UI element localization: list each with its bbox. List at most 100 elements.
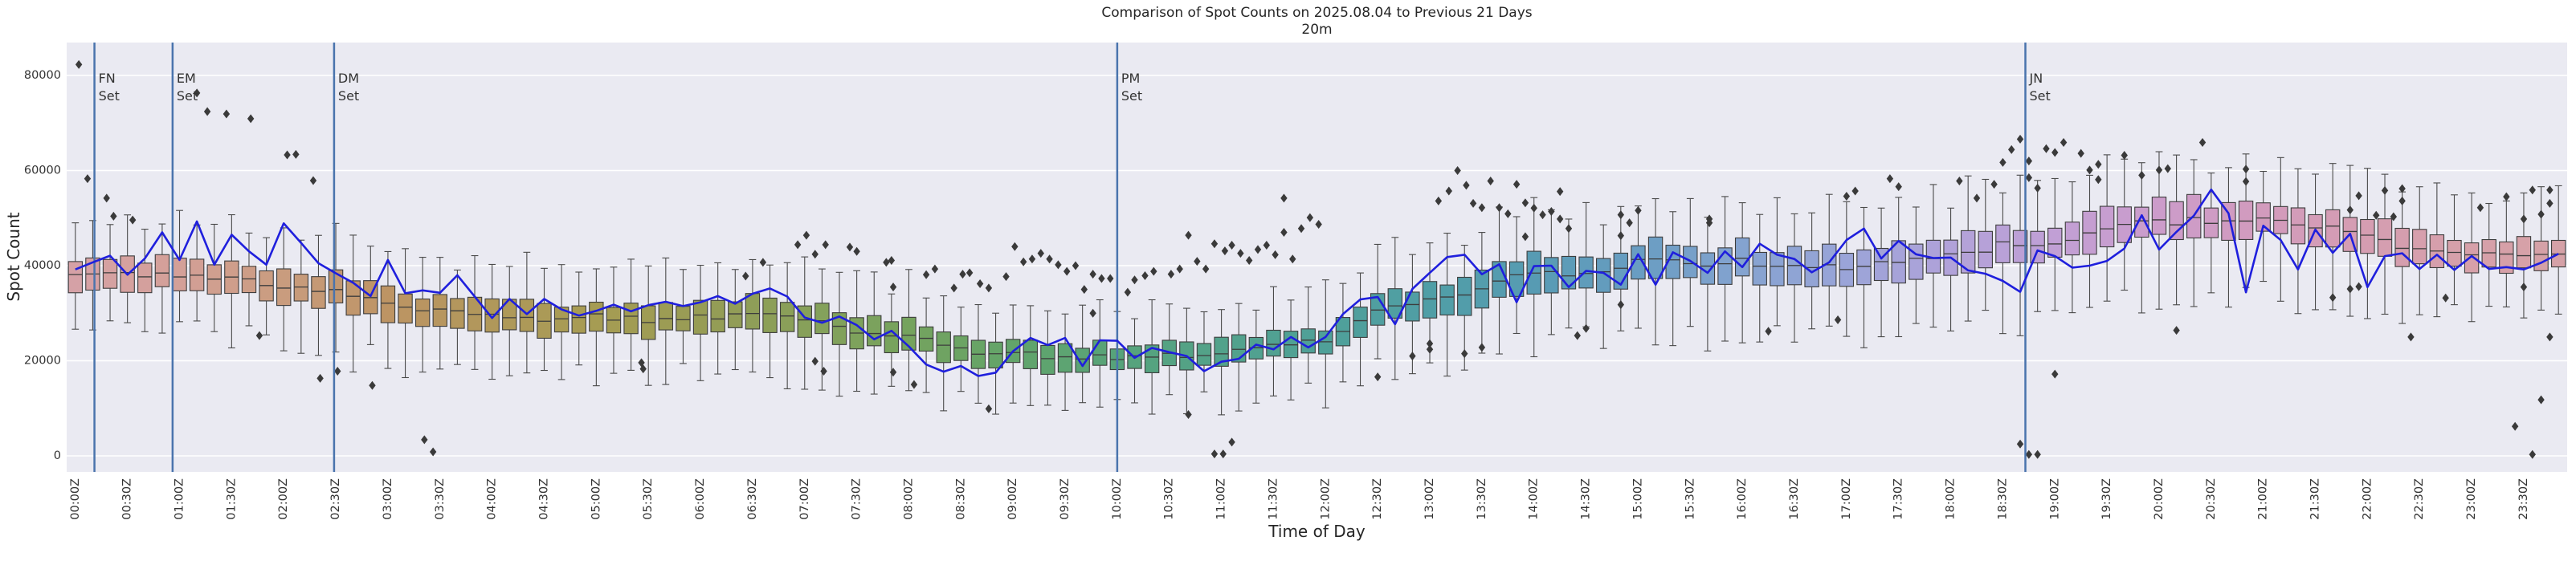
outlier-diamond bbox=[1582, 323, 1590, 333]
outlier-diamond bbox=[1539, 210, 1546, 220]
box bbox=[1214, 336, 1229, 367]
outlier-diamond bbox=[292, 149, 300, 159]
box bbox=[1978, 230, 1993, 269]
outlier-diamond bbox=[1055, 260, 1062, 270]
x-tick-label: 18:00Z bbox=[1945, 478, 1958, 520]
outlier-diamond bbox=[1956, 177, 1963, 186]
outlier-diamond bbox=[247, 114, 255, 124]
box bbox=[1717, 247, 1733, 285]
outlier-diamond bbox=[2173, 326, 2180, 335]
box bbox=[1457, 276, 1472, 316]
outlier-diamond bbox=[1280, 228, 1288, 238]
box bbox=[1995, 224, 2011, 263]
outlier-diamond bbox=[985, 404, 993, 413]
outlier-diamond bbox=[2355, 191, 2362, 201]
x-tick-label: 14:00Z bbox=[1528, 478, 1541, 520]
outlier-diamond bbox=[959, 270, 966, 279]
box bbox=[901, 316, 917, 351]
box bbox=[1596, 258, 1611, 293]
outlier-diamond bbox=[203, 107, 211, 116]
outlier-diamond bbox=[1002, 272, 1010, 282]
x-tick-label: 19:30Z bbox=[2100, 478, 2113, 520]
x-tick-label: 02:30Z bbox=[329, 478, 342, 520]
outlier-diamond bbox=[2034, 449, 2041, 459]
box bbox=[2377, 218, 2393, 257]
box bbox=[1023, 339, 1038, 369]
box bbox=[988, 341, 1003, 369]
outlier-diamond bbox=[1210, 239, 1219, 249]
x-tick-label: 17:30Z bbox=[1892, 478, 1905, 520]
y-axis-label: Spot Count bbox=[4, 212, 23, 302]
outlier-diamond bbox=[1705, 218, 1713, 228]
outlier-diamond bbox=[334, 367, 341, 376]
outlier-diamond bbox=[1999, 157, 2007, 167]
outlier-diamond bbox=[922, 270, 930, 279]
outlier-diamond bbox=[1228, 437, 1235, 447]
outlier-diamond bbox=[1063, 266, 1071, 276]
box bbox=[2394, 227, 2410, 267]
outlier-diamond bbox=[369, 380, 376, 390]
outlier-diamond bbox=[1263, 241, 1271, 250]
box bbox=[2464, 242, 2480, 274]
x-tick-label: 04:30Z bbox=[537, 478, 550, 520]
event-line-label: DM Set bbox=[338, 71, 359, 104]
outlier-diamond bbox=[1072, 261, 1080, 270]
outlier-diamond bbox=[639, 364, 647, 374]
outlier-diamond bbox=[2546, 198, 2554, 208]
x-tick-label: 06:30Z bbox=[746, 478, 759, 520]
outlier-diamond bbox=[1409, 352, 1416, 361]
box bbox=[311, 276, 326, 309]
event-line-label: PM Set bbox=[1121, 71, 1142, 104]
box bbox=[328, 269, 344, 303]
box bbox=[398, 293, 413, 324]
x-tick-label: 01:00Z bbox=[174, 478, 186, 520]
box bbox=[553, 307, 569, 333]
box bbox=[1300, 328, 1316, 354]
x-tick-label: 06:00Z bbox=[694, 478, 707, 520]
outlier-diamond bbox=[811, 250, 819, 259]
outlier-diamond bbox=[822, 240, 829, 250]
x-tick-label: 07:30Z bbox=[851, 478, 863, 520]
chart-title: Comparison of Spot Counts on 2025.08.04 … bbox=[1101, 5, 1533, 21]
box bbox=[414, 299, 431, 327]
outlier-diamond bbox=[2077, 148, 2084, 158]
x-tick-label: 12:00Z bbox=[1319, 478, 1332, 520]
x-tick-label: 12:30Z bbox=[1371, 478, 1384, 520]
box bbox=[1422, 281, 1438, 319]
box bbox=[1266, 329, 1281, 357]
outlier-diamond bbox=[1521, 198, 1529, 208]
outlier-diamond bbox=[853, 246, 860, 256]
outlier-diamond bbox=[75, 59, 83, 69]
outlier-diamond bbox=[2346, 284, 2354, 294]
outlier-diamond bbox=[129, 215, 137, 225]
x-tick-label: 23:00Z bbox=[2465, 478, 2478, 520]
outlier-diamond bbox=[1089, 308, 1096, 318]
box bbox=[1405, 291, 1420, 322]
outlier-diamond bbox=[1028, 254, 1036, 264]
x-tick-label: 13:30Z bbox=[1476, 478, 1488, 520]
outlier-diamond bbox=[1297, 224, 1305, 234]
box bbox=[1439, 284, 1455, 316]
outlier-diamond bbox=[2373, 210, 2380, 220]
box bbox=[293, 274, 309, 302]
box bbox=[380, 285, 396, 323]
box bbox=[867, 315, 882, 347]
outlier-diamond bbox=[1202, 264, 1210, 274]
box bbox=[484, 298, 500, 333]
outlier-diamond bbox=[1895, 182, 1902, 192]
outlier-diamond bbox=[2355, 282, 2362, 291]
outlier-diamond bbox=[1289, 254, 1296, 264]
x-tick-label: 11:30Z bbox=[1267, 478, 1280, 520]
x-tick-label: 08:00Z bbox=[902, 478, 915, 520]
x-tick-label: 19:00Z bbox=[2048, 478, 2061, 520]
outlier-diamond bbox=[1150, 266, 1157, 276]
box bbox=[102, 258, 118, 289]
box bbox=[2064, 222, 2080, 256]
outlier-diamond bbox=[2051, 369, 2059, 379]
outlier-diamond bbox=[889, 368, 897, 377]
outlier-diamond bbox=[2242, 177, 2250, 186]
box bbox=[2499, 241, 2514, 274]
chart-subtitle: 20m bbox=[1301, 22, 1333, 38]
outlier-diamond bbox=[2155, 165, 2163, 175]
